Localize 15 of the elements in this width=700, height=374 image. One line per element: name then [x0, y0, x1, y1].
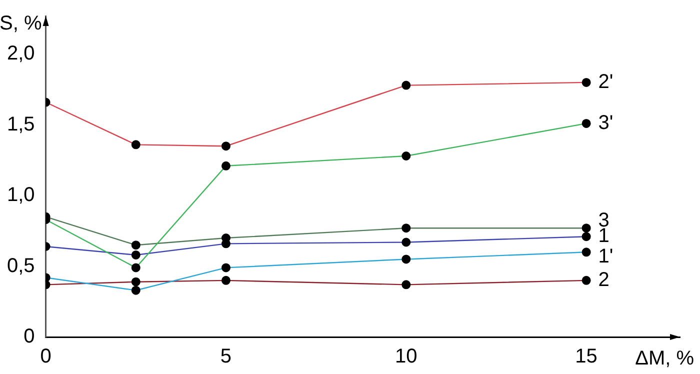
series-label: 2' — [598, 70, 614, 93]
y-tick-label: 1,5 — [6, 113, 35, 136]
x-tick-label: 15 — [575, 346, 598, 368]
series-label: 1' — [598, 246, 614, 268]
series-label: 3' — [598, 112, 614, 134]
y-axis-title: S, % — [0, 12, 42, 35]
series-label: 2 — [598, 268, 610, 291]
x-tick-label: 10 — [395, 346, 418, 368]
y-tick-label: 0 — [24, 326, 35, 348]
x-axis-title: ΔM, % — [635, 348, 694, 370]
y-tick-label: 2,0 — [6, 42, 35, 65]
x-tick-label: 5 — [220, 346, 232, 368]
y-tick-label: 1,0 — [6, 184, 35, 206]
x-tick-label: 0 — [40, 346, 52, 368]
y-tick-label: 0,5 — [6, 254, 35, 277]
